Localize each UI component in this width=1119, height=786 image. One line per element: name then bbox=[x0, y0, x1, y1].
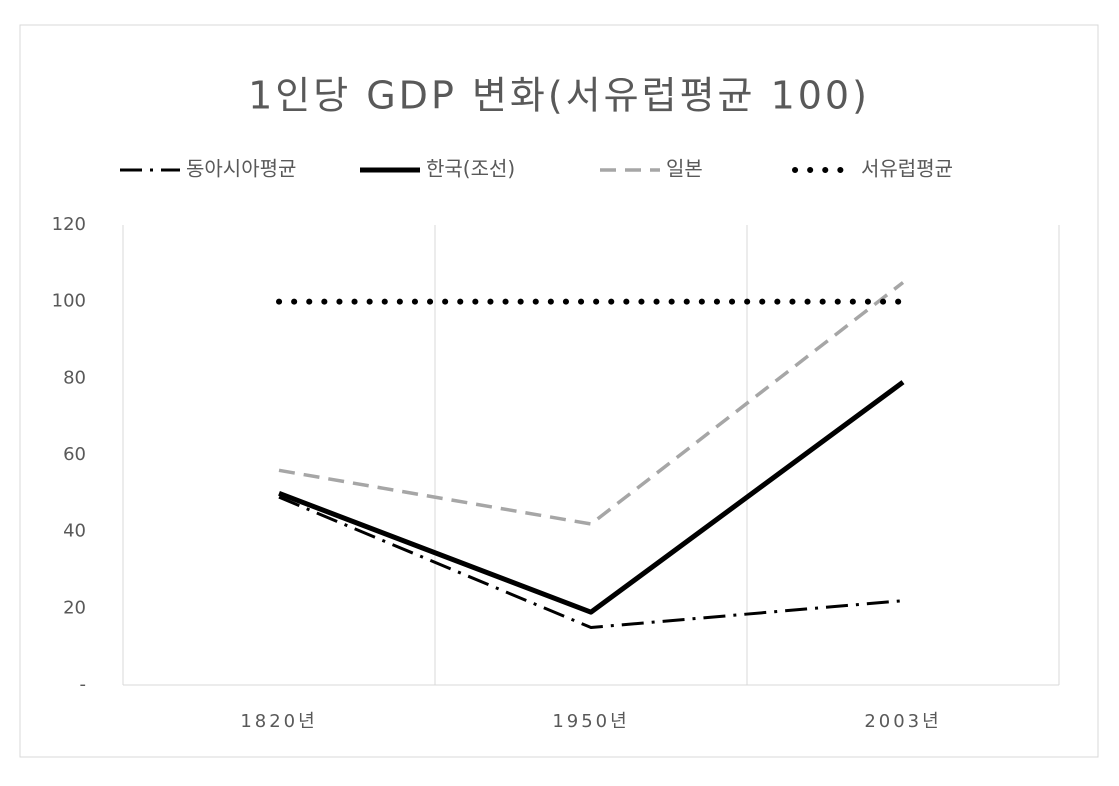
x-tick-label: 1820년 bbox=[240, 711, 317, 732]
legend-label: 한국(조선) bbox=[426, 157, 515, 181]
legend-label: 일본 bbox=[666, 157, 703, 181]
y-tick-label: 100 bbox=[52, 291, 86, 312]
y-tick-label: 120 bbox=[52, 214, 86, 235]
x-tick-label: 1950년 bbox=[552, 711, 629, 732]
x-tick-label: 2003년 bbox=[864, 711, 941, 732]
chart-title: 1인당 GDP 변화(서유럽평균 100) bbox=[248, 74, 870, 118]
y-tick-label: - bbox=[80, 674, 87, 695]
y-tick-label: 80 bbox=[63, 367, 86, 388]
legend-label: 동아시아평균 bbox=[186, 157, 296, 181]
y-tick-label: 20 bbox=[63, 597, 86, 618]
series-line bbox=[278, 380, 905, 615]
chart-frame bbox=[19, 24, 1099, 758]
series-line bbox=[278, 281, 905, 526]
legend-label: 서유럽평균 bbox=[861, 157, 953, 181]
series-line bbox=[278, 495, 904, 629]
y-tick-label: 60 bbox=[63, 444, 86, 465]
y-tick-label: 40 bbox=[63, 521, 86, 542]
